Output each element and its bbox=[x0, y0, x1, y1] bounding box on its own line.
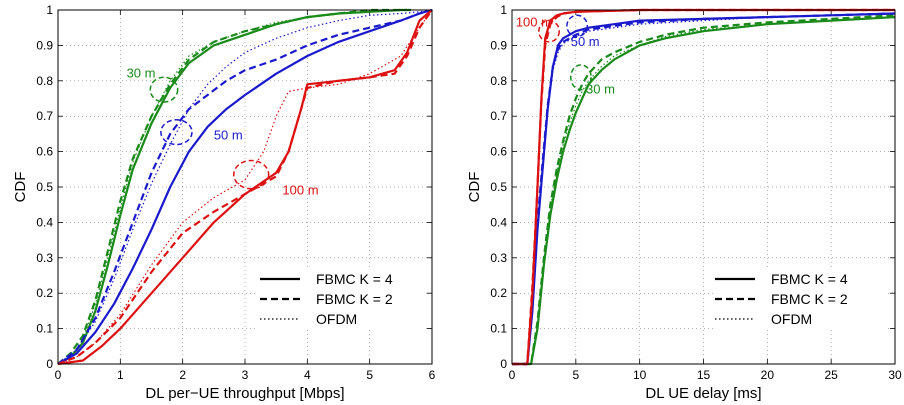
y-axis-label: CDF bbox=[466, 172, 483, 203]
right-chart-delay: 00.10.20.30.40.50.60.70.80.910 5 10 15 20 25 3… bbox=[466, 3, 902, 402]
x-tick-label: 30 bbox=[888, 368, 902, 382]
series-line-2 bbox=[57, 9, 401, 365]
legend-label: OFDM bbox=[316, 311, 357, 327]
x-tick-label: 0 bbox=[509, 368, 516, 382]
annotation-ellipse bbox=[160, 118, 193, 146]
y-tick-label: 0.1 bbox=[36, 322, 53, 336]
y-tick-label: 0.1 bbox=[490, 322, 507, 336]
annotation-ellipse bbox=[538, 19, 560, 43]
y-tick-label: 0.9 bbox=[36, 38, 53, 52]
series-line-5 bbox=[57, 9, 433, 365]
legend-label: FBMC K = 2 bbox=[316, 291, 393, 307]
y-tick-label: 0.9 bbox=[490, 38, 507, 52]
x-tick-label: 1 bbox=[117, 368, 124, 382]
annotation-label: 30 m bbox=[127, 66, 156, 81]
annotation-ellipse bbox=[233, 159, 270, 190]
x-tick-label: 10 bbox=[633, 368, 647, 382]
legend-label: FBMC K = 2 bbox=[771, 291, 848, 307]
annotation-label: 50 m bbox=[571, 34, 600, 49]
annotation-ellipse bbox=[566, 14, 589, 38]
annotation-label: 100 m bbox=[516, 14, 552, 29]
y-axis-label: CDF bbox=[12, 172, 29, 203]
y-tick-label: 0.3 bbox=[490, 251, 507, 265]
y-tick-label: 0.5 bbox=[36, 180, 53, 194]
y-tick-label: 0.5 bbox=[490, 180, 507, 194]
x-tick-label: 5 bbox=[366, 368, 373, 382]
legend-label: FBMC K = 4 bbox=[316, 271, 393, 287]
series-line-1 bbox=[512, 14, 896, 366]
y-tick-label: 1 bbox=[500, 3, 507, 17]
legend-label: FBMC K = 4 bbox=[771, 271, 848, 287]
x-tick-label: 0 bbox=[55, 368, 62, 382]
annotation-ellipse bbox=[569, 64, 592, 91]
x-tick-label: 2 bbox=[179, 368, 186, 382]
y-tick-label: 0.4 bbox=[490, 215, 507, 229]
axes-frame bbox=[511, 9, 896, 365]
y-tick-label: 0.4 bbox=[36, 215, 53, 229]
axes-frame bbox=[57, 9, 433, 365]
y-tick-label: 0.8 bbox=[36, 74, 53, 88]
x-tick-label: 25 bbox=[824, 368, 838, 382]
y-tick-label: 0.8 bbox=[490, 74, 507, 88]
left-chart-throughput: 0 0.1 0.2 0.3 0.4 0.5 0.6 0.7 0.8 0.9 1 0 1 2 3 4 5 6 30 m… bbox=[12, 3, 436, 402]
x-tick-label: 6 bbox=[429, 368, 436, 382]
x-tick-label: 3 bbox=[242, 368, 249, 382]
annotation-label: 100 m bbox=[282, 183, 318, 198]
x-tick-label: 15 bbox=[697, 368, 711, 382]
x-axis-label: DL per−UE throughput [Mbps] bbox=[145, 385, 344, 402]
annotation-label: 30 m bbox=[586, 82, 615, 97]
y-tick-label: 1 bbox=[46, 3, 53, 17]
y-tick-label: 0.2 bbox=[36, 286, 53, 300]
y-tick-label: 0.7 bbox=[36, 109, 53, 123]
y-tick-label: 0 bbox=[500, 357, 507, 371]
series-line-4 bbox=[512, 12, 896, 366]
legend-label: OFDM bbox=[771, 311, 812, 327]
series-line-1 bbox=[57, 8, 414, 365]
x-axis-label: DL UE delay [ms] bbox=[645, 385, 761, 402]
series-line-4 bbox=[57, 8, 433, 365]
series-line-7 bbox=[57, 9, 433, 366]
y-tick-label: 0.3 bbox=[36, 251, 53, 265]
x-tick-label: 5 bbox=[572, 368, 579, 382]
series-line-8 bbox=[57, 9, 433, 365]
series-line-0 bbox=[512, 16, 896, 366]
y-tick-label: 0.2 bbox=[490, 286, 507, 300]
y-tick-label: 0.6 bbox=[36, 145, 53, 159]
y-tick-label: 0 bbox=[46, 357, 53, 371]
y-tick-label: 0.7 bbox=[490, 109, 507, 123]
x-tick-label: 4 bbox=[304, 368, 311, 382]
x-tick-label: 20 bbox=[761, 368, 775, 382]
annotation-ellipse bbox=[149, 76, 179, 103]
series-line-3 bbox=[57, 8, 433, 365]
annotation-label: 50 m bbox=[214, 128, 243, 143]
series-line-5 bbox=[512, 12, 896, 365]
y-tick-label: 0.6 bbox=[490, 145, 507, 159]
